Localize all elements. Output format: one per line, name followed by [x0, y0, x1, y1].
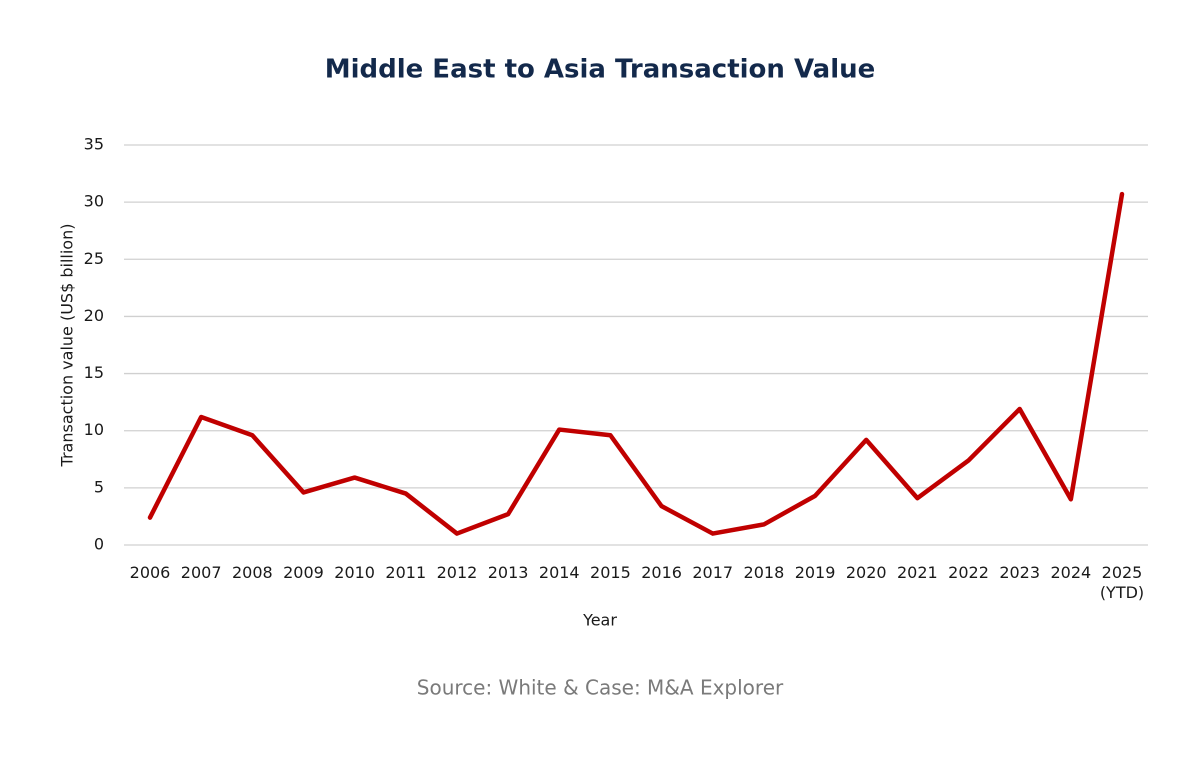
- data-line: [147, 191, 1125, 536]
- x-tick-label: 2021: [897, 563, 938, 582]
- y-tick-label: 35: [84, 135, 104, 154]
- x-tick-label: 2014: [538, 563, 580, 582]
- x-tick-label: 2018: [743, 563, 785, 582]
- source-note: Source: White & Case: M&A Explorer: [417, 676, 784, 700]
- y-tick-label: 20: [84, 306, 104, 325]
- y-tick-label: 10: [84, 420, 104, 439]
- x-tick-label: 2025 (YTD): [1099, 563, 1145, 602]
- x-tick-label: 2010: [334, 563, 375, 582]
- x-tick-label: 2020: [845, 563, 887, 582]
- y-tick-label: 30: [84, 192, 104, 211]
- y-tick-label: 0: [94, 535, 104, 554]
- x-tick-label: 2006: [129, 563, 171, 582]
- y-tick-label: 5: [94, 477, 104, 496]
- x-tick-label: 2019: [794, 563, 836, 582]
- y-axis-label: Transaction value (US$ billion): [58, 224, 77, 468]
- x-tick-label: 2023: [999, 563, 1041, 582]
- x-tick-label: 2012: [436, 563, 478, 582]
- y-tick-label: 25: [84, 249, 104, 268]
- y-tick-label: 15: [84, 363, 104, 382]
- x-tick-label: 2017: [692, 563, 734, 582]
- x-tick-label: 2009: [283, 563, 324, 582]
- x-tick-label: 2024: [1050, 563, 1092, 582]
- x-tick-label: 2015: [590, 563, 631, 582]
- x-tick-label: 2007: [180, 563, 222, 582]
- x-tick-label: 2011: [385, 563, 427, 582]
- x-axis-label: Year: [582, 611, 617, 630]
- x-tick-label: 2013: [487, 563, 529, 582]
- x-tick-label: 2016: [641, 563, 682, 582]
- x-tick-label: 2008: [231, 563, 273, 582]
- x-tick-label: 2022: [948, 563, 989, 582]
- chart-title: Middle East to Asia Transaction Value: [325, 55, 876, 85]
